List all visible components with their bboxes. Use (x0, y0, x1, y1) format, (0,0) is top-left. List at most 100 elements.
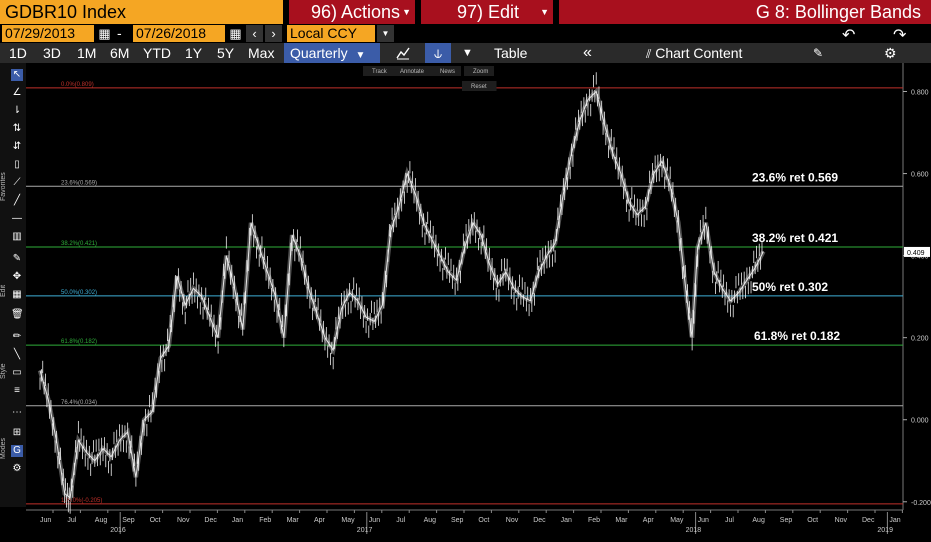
table-button[interactable]: Table (494, 45, 528, 61)
level-annotation: 38.2% ret 0.421 (752, 231, 838, 245)
hline-icon[interactable]: — (12, 213, 22, 224)
x-month-label: Feb (588, 517, 600, 524)
candle-chart-icon[interactable]: ⫝ (425, 43, 451, 63)
x-month-label: Jun (369, 517, 380, 524)
chevron-down-icon: ▼ (355, 50, 366, 61)
start-date-field[interactable]: 07/29/2013 (2, 25, 94, 42)
level-annotation: 23.6% ret 0.569 (752, 170, 838, 184)
calendar-icon[interactable]: ▦ (227, 25, 244, 42)
level-annotation: 61.8% ret 0.182 (754, 329, 840, 343)
pointer-icon[interactable]: ↖ (11, 69, 23, 81)
x-month-label: Dec (533, 517, 546, 524)
redo-icon[interactable]: ↷ (893, 27, 907, 44)
chevron-down-icon[interactable]: ▼ (462, 47, 473, 59)
x-month-label: Aug (424, 517, 437, 524)
last-value-label: 0.409 (907, 250, 925, 257)
modes-side-label: Modes (0, 437, 7, 459)
grid-icon[interactable]: ▦ (12, 289, 22, 300)
gear-icon[interactable]: ⚙ (884, 45, 897, 61)
range-1y[interactable]: 1Y (185, 45, 203, 61)
chart-tool-reset[interactable] (462, 81, 497, 91)
range-max[interactable]: Max (248, 45, 275, 61)
range-5y[interactable]: 5Y (217, 45, 235, 61)
ticker-field[interactable]: GDBR10 Index (0, 0, 283, 24)
chevron-down-icon: ▼ (402, 7, 411, 17)
last-value-marker (904, 246, 930, 257)
chart-content-button[interactable]: ⫽ Chart Content (646, 43, 742, 63)
undo-icon[interactable]: ↶ (842, 27, 856, 44)
x-month-label: Jan (232, 517, 243, 524)
rect-icon[interactable]: ▯ (14, 159, 20, 170)
line-chart-icon[interactable] (396, 43, 412, 63)
mode-icon[interactable]: ⊞ (12, 427, 22, 438)
period-label: Quarterly (290, 45, 348, 61)
line-icon[interactable]: ╱ (13, 195, 21, 206)
period-select[interactable]: Quarterly ▼ (284, 43, 380, 63)
text-tool-icon[interactable]: ✎ (12, 253, 22, 264)
range-1m[interactable]: 1M (77, 45, 97, 61)
fib-tool-icon[interactable]: ⇂ (12, 105, 22, 116)
x-month-label: Jul (725, 517, 734, 524)
function-title-label: G 8: Bollinger Bands (755, 2, 921, 22)
channel-icon[interactable]: ▥ (12, 231, 22, 242)
range-1d[interactable]: 1D (9, 45, 27, 61)
fib-level-label: 76.4%(0.034) (61, 400, 97, 406)
style-fill-icon[interactable]: ▭ (12, 367, 22, 378)
x-month-label: Dec (204, 517, 217, 524)
range-ytd[interactable]: YTD (143, 45, 171, 61)
range-6m[interactable]: 6M (110, 45, 130, 61)
range-3d[interactable]: 3D (43, 45, 61, 61)
collapse-icon[interactable]: « (583, 44, 592, 61)
fib-ext-icon[interactable]: ⇅ (12, 123, 22, 134)
style-line-icon[interactable]: ╲ (13, 349, 21, 360)
x-month-label: May (341, 517, 355, 524)
top-bar: GDBR10 Index 96) Actions ▼ 97) Edit ▼ G … (0, 0, 931, 24)
chart-toolbar: 1D 3D 1M 6M YTD 1Y 5Y Max Quarterly ▼ ⫝ … (0, 43, 931, 63)
fib-level-label: 38.2%(0.421) (61, 241, 97, 247)
ray-icon[interactable]: ⟋ (13, 177, 21, 188)
x-month-label: Mar (615, 517, 628, 524)
x-year-label: 2019 (877, 527, 893, 534)
x-month-label: Jul (396, 517, 405, 524)
chart-tool-label: News (440, 69, 455, 75)
end-date-field[interactable]: 07/26/2018 (133, 25, 225, 42)
x-month-label: May (670, 517, 684, 524)
x-month-label: Oct (478, 517, 489, 524)
chart-tool-news[interactable] (431, 66, 461, 76)
trendline-icon[interactable]: ∠ (12, 87, 22, 98)
chart-tool-label: Reset (471, 84, 487, 90)
y-tick-label: 0.200 (911, 336, 929, 343)
move-icon[interactable]: ✥ (12, 271, 22, 282)
fib-time-icon[interactable]: ⇵ (12, 141, 22, 152)
calendar-icon[interactable]: ▦ (96, 25, 113, 42)
price-chart[interactable]: 0.800 0.600 0.400 0.200 0.000 -0.200 0.0%(0.80… (26, 63, 931, 537)
edit-icon[interactable]: ✎ (813, 46, 824, 60)
mode-settings-icon[interactable]: ⚙ (12, 463, 22, 474)
edit-menu[interactable]: 97) Edit ▼ (421, 0, 553, 24)
x-month-label: Oct (150, 517, 161, 524)
chart-tool-zoom[interactable] (464, 66, 494, 76)
style-dash-icon[interactable]: ⋯ (12, 407, 22, 418)
x-month-label: Oct (807, 517, 818, 524)
x-month-label: Nov (506, 517, 519, 524)
x-month-label: Aug (95, 517, 108, 524)
prev-period-icon[interactable]: ‹ (246, 25, 263, 42)
x-year-label: 2018 (686, 527, 702, 534)
actions-label: 96) Actions (311, 2, 401, 22)
x-month-label: Sep (780, 517, 793, 524)
y-tick-label: 0.400 (911, 254, 929, 261)
style-pen-icon[interactable]: ✏ (12, 331, 22, 342)
chart-tool-track[interactable] (363, 66, 398, 76)
style-width-icon[interactable]: ≡ (14, 385, 20, 396)
delete-icon[interactable]: 🗑 (11, 309, 24, 320)
mode-g-icon[interactable]: G (11, 445, 23, 457)
chevron-down-icon[interactable]: ▼ (377, 25, 394, 42)
style-side-label: Style (0, 363, 7, 379)
actions-menu[interactable]: 96) Actions ▼ (289, 0, 415, 24)
currency-select[interactable]: Local CCY (287, 25, 375, 42)
next-period-icon[interactable]: › (265, 25, 282, 42)
x-month-label: Aug (752, 517, 765, 524)
chart-tool-annotate[interactable] (391, 66, 439, 76)
fib-level-label: 61.8%(0.182) (61, 339, 97, 345)
level-annotation: 50% ret 0.302 (752, 280, 828, 294)
